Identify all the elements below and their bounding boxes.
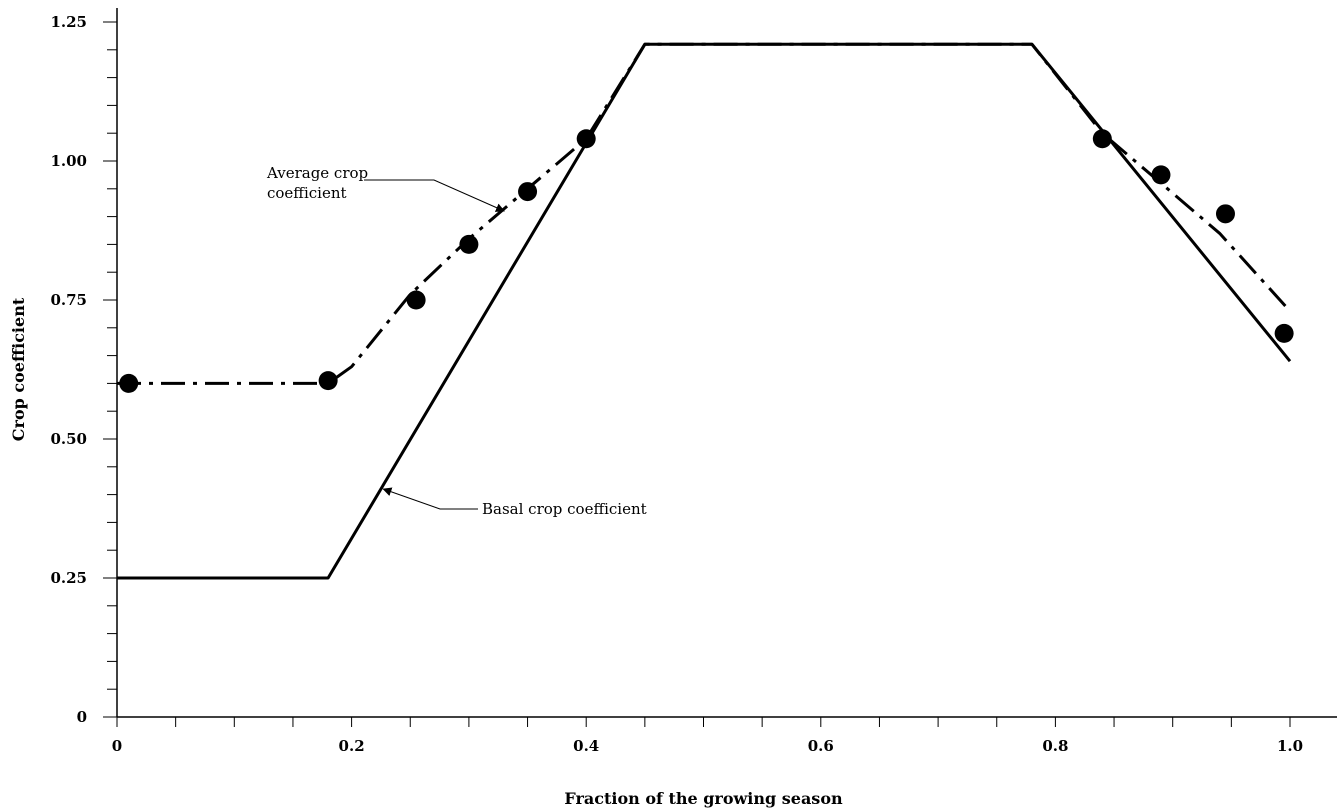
data-point [1092,129,1112,149]
data-point [1215,204,1235,224]
x-axis-title: Fraction of the growing season [564,789,843,808]
basal-crop-coefficient-line [117,42,1292,580]
annotation-line: Basal crop coefficient [482,500,647,518]
x-tick-label: 0.8 [1042,737,1068,755]
average-crop-coefficient-leader [364,179,505,212]
data-point [1274,323,1294,343]
annotation-line: coefficient [267,184,347,202]
series-layer [117,42,1292,580]
data-point [406,290,426,310]
y-tick-label: 1.00 [50,152,87,170]
x-tick-label: 1.0 [1277,737,1303,755]
data-point [518,182,538,202]
data-point [459,234,479,254]
average-crop-coefficient-label: Average crop coefficient [266,164,368,202]
annotations: Average crop coefficient Basal crop coeffi… [266,164,647,518]
y-tick-label: 0.25 [50,569,87,587]
average-crop-coefficient-line [117,42,1292,385]
data-point [119,373,139,393]
y-tick-label: 1.25 [50,13,87,31]
y-tick-label: 0.75 [50,291,87,309]
x-tick-label: 0.2 [339,737,365,755]
axes: 0 0.2 0.4 0.6 0.8 1.000.250.500.751.001.25 [50,8,1337,755]
y-tick-label: 0.50 [50,430,87,448]
data-point [318,371,338,391]
annotation-line: Average crop [266,164,368,182]
x-tick-label: 0 [112,737,122,755]
y-tick-label: 0 [77,708,87,726]
data-point [576,129,596,149]
y-axis-title: Crop coefficient [9,297,28,441]
x-tick-label: 0.4 [573,737,599,755]
basal-crop-coefficient-leader [382,487,478,510]
basal-crop-coefficient-label: Basal crop coefficient [482,500,647,518]
x-tick-label: 0.6 [808,737,834,755]
observed-points [119,129,1294,393]
data-point [1151,165,1171,185]
